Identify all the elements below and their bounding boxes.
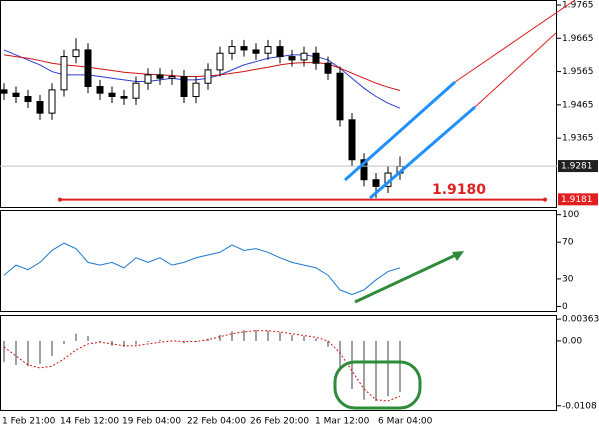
x-tick-label: 22 Feb 04:00 (187, 417, 246, 427)
candle-body (96, 86, 104, 94)
level-label: 1.9180 (432, 182, 486, 198)
arrow-head (452, 251, 464, 261)
x-tick-label: 19 Feb 04:00 (122, 417, 181, 427)
moving-average (3, 54, 401, 92)
highlight-ellipse (333, 360, 422, 410)
candle-body (180, 76, 188, 98)
candle-body (228, 46, 236, 54)
y-tick-label: 1.9765 (562, 0, 594, 10)
candle-body (60, 56, 68, 91)
candle-body (216, 52, 224, 71)
moving-average (3, 49, 401, 109)
rsi-line (3, 242, 401, 296)
y-tick-label: 0 (562, 302, 568, 312)
price-panel (0, 0, 557, 208)
y-tick-label: -0.0108 (562, 401, 597, 411)
ray (454, 0, 576, 83)
price-box (558, 160, 598, 173)
candle-body (324, 62, 332, 74)
x-tick-label: 26 Feb 20:00 (250, 417, 309, 427)
y-tick-label: 1.9365 (562, 134, 594, 144)
candle-body (132, 82, 140, 99)
candle-body (156, 74, 164, 79)
candle-body (84, 49, 92, 88)
x-tick-label: 14 Feb 12:00 (60, 417, 119, 427)
x-tick-label: 6 Mar 04:00 (378, 417, 433, 427)
candle-body (252, 49, 260, 54)
y-tick-label: 1.9465 (562, 100, 594, 110)
level-box (558, 193, 598, 206)
candle-body (336, 72, 344, 121)
y-tick-label: 30 (562, 274, 574, 284)
y-tick-label: 1.9665 (562, 34, 594, 44)
candle-body (0, 89, 8, 94)
level-anchor (58, 197, 62, 202)
candle-body (192, 82, 200, 98)
candle-body (276, 46, 284, 58)
y-tick-label: 70 (562, 238, 574, 248)
channel-line (369, 105, 476, 200)
candle-body (372, 179, 380, 187)
candle-body (300, 52, 308, 61)
level-anchor (543, 197, 547, 202)
ray (474, 32, 557, 108)
price-label: 1.9281 (561, 162, 593, 172)
candle-body (288, 56, 296, 61)
candle-body (72, 49, 80, 58)
signal-line (3, 330, 401, 402)
candle-body (348, 119, 356, 161)
candle-body (168, 76, 176, 79)
level-price-label: 1.9181 (561, 195, 593, 205)
x-tick-label: 1 Mar 12:00 (315, 417, 370, 427)
trend-arrow (354, 251, 461, 304)
candle-body (240, 46, 248, 51)
rsi-panel (0, 210, 557, 312)
candle-body (108, 92, 116, 98)
y-tick-label: 0.00 (562, 336, 582, 346)
candle-body (204, 69, 212, 84)
x-tick-label: 1 Feb 21:00 (2, 417, 56, 427)
candle-body (312, 52, 320, 64)
candle-body (360, 159, 368, 181)
y-tick-label: 1.9565 (562, 67, 594, 77)
candle-body (264, 46, 272, 54)
candle-body (120, 96, 128, 99)
y-tick-label: 0.00363 (562, 315, 599, 325)
candle-body (144, 74, 152, 84)
candle-body (48, 89, 56, 114)
candle-body (24, 96, 32, 103)
candle-body (12, 92, 20, 98)
channel-line (344, 80, 456, 182)
y-tick-label: 100 (562, 210, 579, 220)
candle-body (36, 101, 44, 114)
macd-panel (0, 315, 557, 411)
